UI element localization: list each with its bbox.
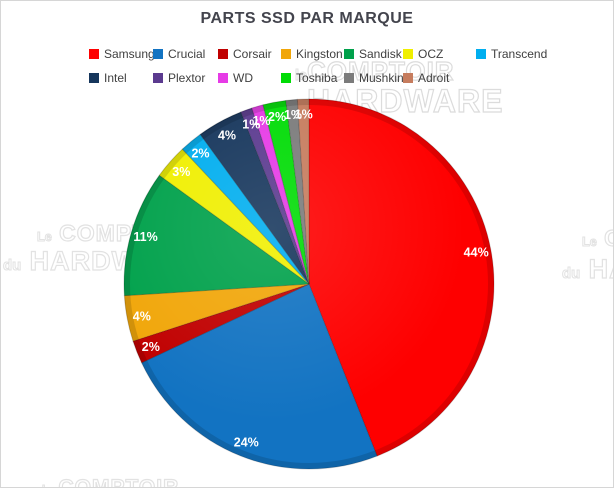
watermark-prefix: Le	[582, 235, 598, 249]
watermark-prefix: du	[561, 266, 581, 282]
slice-label-sandisk: 11%	[133, 230, 157, 244]
chart-title: PARTS SSD PAR MARQUE	[200, 10, 414, 27]
slice-label-corsair: 2%	[142, 340, 160, 354]
watermark-mid-right: Le COMPTOIR du HARDWARE	[561, 225, 613, 284]
slice-label-ocz: 3%	[172, 165, 190, 179]
slice-label-adroit: 1%	[295, 107, 313, 121]
watermark-hardware: HARDWARE	[588, 254, 613, 284]
slice-label-wd: 1%	[252, 114, 270, 128]
watermark-comptoir: COMPTOIR	[306, 56, 455, 86]
watermark-prefix: Le	[37, 230, 53, 244]
watermark-bottom: le COMPTOIR	[42, 476, 180, 488]
slice-label-mushkin: 1%	[284, 108, 302, 122]
slice-label-samsung: 44%	[464, 245, 489, 259]
pie-highlight	[125, 100, 493, 468]
watermark-prefix: le	[295, 68, 308, 84]
watermark-comptoir: COMPTOIR	[604, 225, 613, 251]
slice-label-kingston: 4%	[133, 309, 151, 323]
pie-rim	[124, 99, 494, 469]
slice-label-transcend: 2%	[191, 146, 209, 160]
watermark-comptoir: COMPTOIR	[58, 476, 180, 488]
slice-label-intel: 4%	[218, 128, 236, 142]
watermark-prefix: le	[42, 485, 53, 487]
slice-label-plextor: 1%	[242, 117, 260, 131]
slice-label-toshiba: 2%	[268, 110, 286, 124]
slice-label-crucial: 24%	[234, 436, 259, 450]
watermark-prefix: du	[2, 258, 22, 274]
